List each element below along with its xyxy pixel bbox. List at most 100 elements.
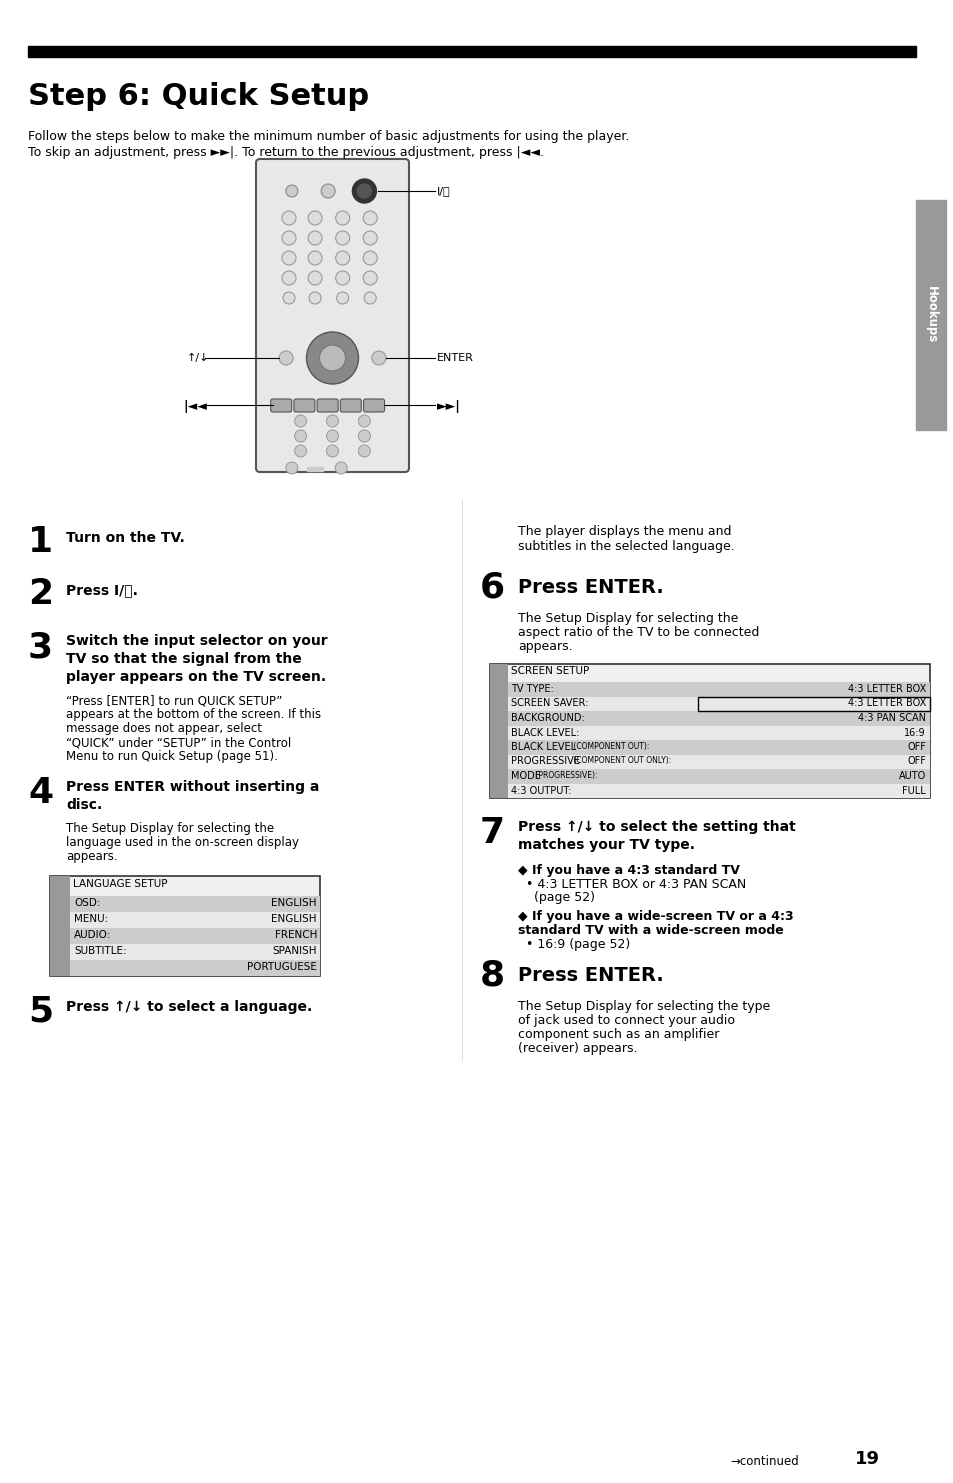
Bar (50, 876, 70, 976)
FancyBboxPatch shape (363, 399, 384, 412)
Bar (507, 710, 929, 725)
Text: TV TYPE:: TV TYPE: (511, 684, 553, 694)
Text: The Setup Display for selecting the: The Setup Display for selecting the (66, 822, 274, 835)
Text: The player displays the menu and: The player displays the menu and (517, 525, 731, 538)
Circle shape (279, 351, 293, 365)
Text: PROGRESSIVE: PROGRESSIVE (511, 756, 579, 767)
Text: FULL: FULL (902, 786, 925, 795)
Text: 4:3 PAN SCAN: 4:3 PAN SCAN (857, 713, 925, 724)
Text: ENGLISH: ENGLISH (272, 899, 316, 908)
Circle shape (335, 231, 350, 245)
Text: →continued: →continued (729, 1455, 798, 1468)
Bar (70, 960, 319, 976)
Text: appears.: appears. (517, 641, 572, 653)
Text: matches your TV type.: matches your TV type. (517, 838, 695, 853)
Text: of jack used to connect your audio: of jack used to connect your audio (517, 1014, 734, 1028)
Text: Press ENTER.: Press ENTER. (517, 578, 663, 598)
Circle shape (352, 179, 376, 203)
Text: (COMPONENT OUT ONLY):: (COMPONENT OUT ONLY): (571, 756, 671, 765)
Circle shape (282, 211, 295, 225)
Text: I/ⓘ: I/ⓘ (436, 185, 450, 196)
Circle shape (282, 251, 295, 265)
Text: OFF: OFF (906, 742, 925, 752)
Circle shape (335, 251, 350, 265)
Text: The Setup Display for selecting the type: The Setup Display for selecting the type (517, 1000, 769, 1013)
Bar (915, 200, 945, 430)
Text: aspect ratio of the TV to be connected: aspect ratio of the TV to be connected (517, 626, 759, 639)
Text: 8: 8 (479, 958, 504, 992)
Circle shape (294, 415, 306, 427)
Text: 7: 7 (479, 816, 504, 850)
Circle shape (319, 346, 345, 371)
Text: “QUICK” under “SETUP” in the Control: “QUICK” under “SETUP” in the Control (66, 736, 291, 749)
Text: 16:9: 16:9 (903, 728, 925, 737)
Bar (70, 945, 319, 960)
Circle shape (364, 292, 375, 304)
Bar (507, 770, 929, 783)
FancyBboxPatch shape (271, 399, 292, 412)
Circle shape (308, 271, 322, 285)
Circle shape (308, 231, 322, 245)
Circle shape (335, 211, 350, 225)
Circle shape (363, 211, 376, 225)
Text: ◆ If you have a 4:3 standard TV: ◆ If you have a 4:3 standard TV (517, 865, 740, 876)
Text: SCREEN SAVER:: SCREEN SAVER: (511, 698, 588, 709)
Text: LANGUAGE SETUP: LANGUAGE SETUP (73, 879, 168, 888)
Text: “Press [ENTER] to run QUICK SETUP”: “Press [ENTER] to run QUICK SETUP” (66, 694, 282, 707)
Text: • 4:3 LETTER BOX or 4:3 PAN SCAN: • 4:3 LETTER BOX or 4:3 PAN SCAN (525, 878, 745, 891)
Circle shape (282, 271, 295, 285)
Text: Press ↑/↓ to select the setting that: Press ↑/↓ to select the setting that (517, 820, 795, 833)
Bar (698, 697, 929, 710)
Circle shape (326, 415, 338, 427)
Bar (70, 896, 319, 912)
Text: • 16:9 (page 52): • 16:9 (page 52) (525, 939, 630, 951)
Text: ↑/↓: ↑/↓ (187, 353, 210, 363)
Text: 4: 4 (28, 776, 53, 810)
Circle shape (358, 430, 370, 442)
Circle shape (358, 415, 370, 427)
Text: PORTUGUESE: PORTUGUESE (247, 962, 316, 971)
Text: 4:3 LETTER BOX: 4:3 LETTER BOX (847, 698, 925, 709)
Text: 4:3 OUTPUT:: 4:3 OUTPUT: (511, 786, 571, 795)
Text: MODE: MODE (511, 771, 540, 782)
Text: The Setup Display for selecting the: The Setup Display for selecting the (517, 612, 738, 624)
Text: Press ENTER.: Press ENTER. (517, 965, 663, 985)
Circle shape (309, 292, 321, 304)
Circle shape (282, 231, 295, 245)
Bar (507, 740, 929, 755)
Text: Step 6: Quick Setup: Step 6: Quick Setup (28, 82, 369, 111)
Bar (50, 876, 319, 976)
Text: 4:3 LETTER BOX: 4:3 LETTER BOX (847, 684, 925, 694)
Text: Press ENTER without inserting a: Press ENTER without inserting a (66, 780, 319, 793)
Bar (307, 467, 323, 472)
Bar (507, 697, 929, 710)
Circle shape (308, 251, 322, 265)
Text: ENTER: ENTER (436, 353, 474, 363)
Text: MENU:: MENU: (74, 914, 108, 924)
Text: |◄◄: |◄◄ (183, 400, 207, 412)
Circle shape (363, 271, 376, 285)
Text: SUBTITLE:: SUBTITLE: (74, 946, 127, 957)
Text: Hookups: Hookups (923, 286, 937, 344)
Text: standard TV with a wide-screen mode: standard TV with a wide-screen mode (517, 924, 783, 937)
Text: SCREEN SETUP: SCREEN SETUP (511, 666, 589, 676)
Circle shape (363, 251, 376, 265)
Circle shape (358, 445, 370, 457)
Text: (COMPONENT OUT):: (COMPONENT OUT): (571, 742, 649, 750)
Text: OFF: OFF (906, 756, 925, 767)
Text: To skip an adjustment, press ►►|. To return to the previous adjustment, press |◄: To skip an adjustment, press ►►|. To ret… (28, 145, 543, 159)
Text: appears at the bottom of the screen. If this: appears at the bottom of the screen. If … (66, 707, 321, 721)
Text: (receiver) appears.: (receiver) appears. (517, 1043, 637, 1054)
Text: disc.: disc. (66, 798, 102, 813)
Text: Switch the input selector on your: Switch the input selector on your (66, 635, 327, 648)
Text: ENGLISH: ENGLISH (272, 914, 316, 924)
FancyBboxPatch shape (316, 399, 337, 412)
Bar (507, 755, 929, 770)
Circle shape (286, 463, 297, 475)
Text: language used in the on-screen display: language used in the on-screen display (66, 836, 298, 848)
Bar (507, 725, 929, 740)
Text: AUTO: AUTO (898, 771, 925, 782)
Bar (70, 928, 319, 945)
Circle shape (336, 292, 348, 304)
Circle shape (335, 271, 350, 285)
